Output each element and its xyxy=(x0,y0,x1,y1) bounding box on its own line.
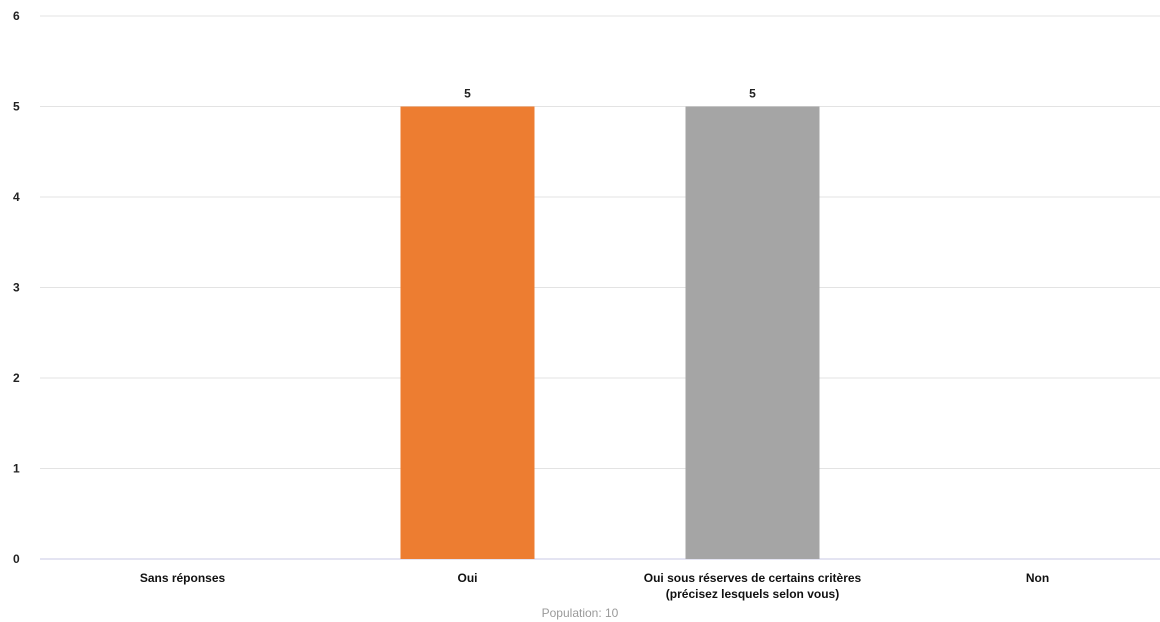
x-category-label: (précisez lesquels selon vous) xyxy=(666,587,839,601)
y-tick-label: 6 xyxy=(13,9,20,23)
x-category-label: Non xyxy=(1026,571,1049,585)
y-tick-label: 1 xyxy=(13,462,20,476)
population-footnote: Population: 10 xyxy=(541,606,619,620)
y-tick-label: 4 xyxy=(13,190,20,204)
bar xyxy=(400,106,535,559)
x-category-label: Oui sous réserves de certains critères xyxy=(644,571,862,585)
y-tick-label: 5 xyxy=(13,100,20,114)
data-label: 5 xyxy=(749,87,756,101)
data-label: 5 xyxy=(464,87,471,101)
y-tick-label: 3 xyxy=(13,281,20,295)
y-tick-label: 2 xyxy=(13,371,20,385)
x-category-label: Oui xyxy=(458,571,478,585)
x-category-label: Sans réponses xyxy=(140,571,226,585)
y-tick-label: 0 xyxy=(13,552,20,566)
bar xyxy=(685,106,820,559)
